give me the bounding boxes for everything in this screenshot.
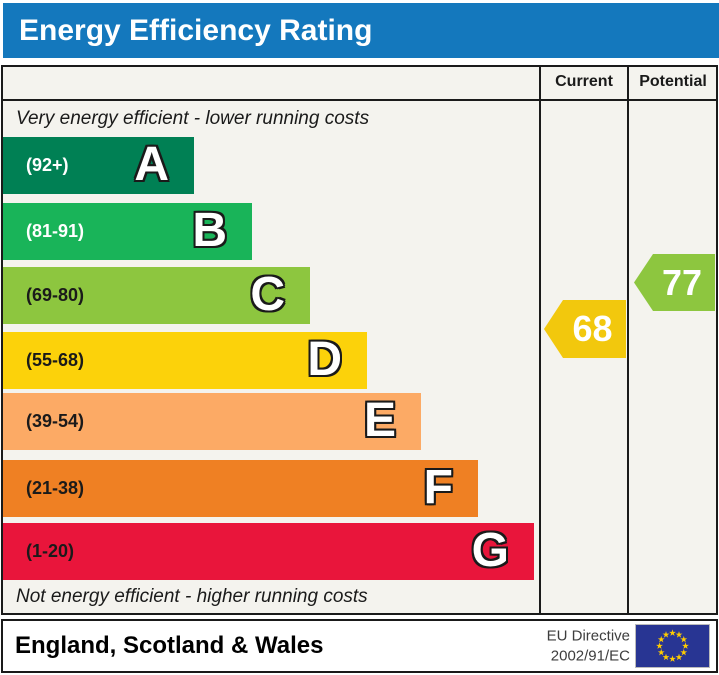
band-a: (92+) A xyxy=(3,137,194,194)
footer-bar: England, Scotland & Wales EU Directive 2… xyxy=(1,619,718,673)
band-b-range: (81-91) xyxy=(26,221,85,241)
potential-rating-arrow: 77 xyxy=(634,254,715,311)
band-d: (55-68) D xyxy=(3,332,367,389)
band-f-letter: F xyxy=(423,461,453,514)
column-header-current: Current xyxy=(541,65,627,99)
band-c: (69-80) C xyxy=(3,267,310,324)
band-d-letter: D xyxy=(307,333,342,386)
column-divider-potential xyxy=(627,65,629,615)
column-divider-current xyxy=(539,65,541,615)
header-divider xyxy=(1,99,717,101)
band-f-range: (21-38) xyxy=(26,478,85,498)
band-a-letter: A xyxy=(134,138,169,191)
band-e: (39-54) E xyxy=(3,393,421,450)
current-label: Current xyxy=(555,73,613,90)
potential-label: Potential xyxy=(639,73,707,90)
band-b-letter: B xyxy=(192,204,227,257)
current-rating-value: 68 xyxy=(572,308,613,349)
band-g-letter: G xyxy=(471,524,509,577)
eu-flag-icon xyxy=(635,624,710,668)
band-f: (21-38) F xyxy=(3,460,478,517)
current-rating-arrow: 68 xyxy=(544,300,626,358)
note-not-efficient: Not energy efficient - higher running co… xyxy=(16,586,368,607)
column-header-potential: Potential xyxy=(629,65,717,99)
band-c-letter: C xyxy=(250,268,285,321)
band-g-range: (1-20) xyxy=(26,541,75,561)
eu-directive-line1: EU Directive xyxy=(546,627,630,645)
potential-rating-value: 77 xyxy=(661,261,703,303)
chart-title: Energy Efficiency Rating xyxy=(19,13,373,47)
note-very-efficient: Very energy efficient - lower running co… xyxy=(16,108,370,129)
band-e-range: (39-54) xyxy=(26,411,85,431)
region-label: England, Scotland & Wales xyxy=(15,632,324,659)
band-g: (1-20) G xyxy=(3,523,534,580)
band-c-range: (69-80) xyxy=(26,285,85,305)
eu-directive-line2: 2002/91/EC xyxy=(550,647,630,664)
band-d-range: (55-68) xyxy=(26,350,85,370)
eu-directive-text: EU Directive 2002/91/EC xyxy=(547,627,630,666)
chart-title-bar: Energy Efficiency Rating xyxy=(3,3,719,58)
band-b: (81-91) B xyxy=(3,203,252,260)
band-e-letter: E xyxy=(363,394,396,447)
band-a-range: (92+) xyxy=(26,155,69,175)
